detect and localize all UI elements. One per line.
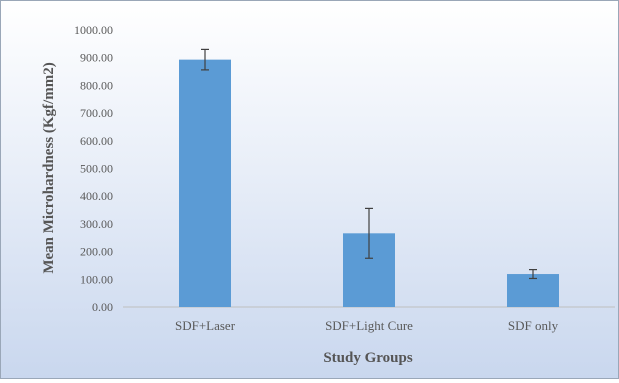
y-tick-label: 900.00 (80, 51, 113, 65)
y-axis-ticks: 0.00 100.00 200.00 300.00 400.00 500.00 600.00… (74, 23, 113, 314)
error-bar (201, 48, 209, 71)
bars (179, 59, 559, 307)
y-tick-label: 500.00 (80, 162, 113, 176)
y-tick-label: 800.00 (80, 78, 113, 92)
y-tick-label: 400.00 (80, 189, 113, 203)
x-tick-label: SDF only (508, 318, 559, 333)
error-bars (201, 48, 537, 280)
error-bar (365, 207, 373, 259)
bar (507, 274, 559, 307)
y-tick-label: 700.00 (80, 106, 113, 120)
x-tick-label: SDF+Light Cure (325, 318, 413, 333)
x-tick-label: SDF+Laser (175, 318, 236, 333)
x-axis-ticks: SDF+Laser SDF+Light Cure SDF only (175, 318, 559, 333)
y-tick-label: 300.00 (80, 217, 113, 231)
bar (179, 59, 231, 307)
error-bar (529, 269, 537, 280)
y-tick-label: 600.00 (80, 134, 113, 148)
y-axis-label: Mean Microhardness (Kgf/mm2) (41, 62, 57, 273)
x-axis-label: Study Groups (323, 350, 413, 366)
y-tick-label: 100.00 (80, 272, 113, 286)
y-tick-label: 1000.00 (74, 23, 113, 37)
y-tick-label: 0.00 (92, 300, 113, 314)
y-tick-label: 200.00 (80, 245, 113, 259)
